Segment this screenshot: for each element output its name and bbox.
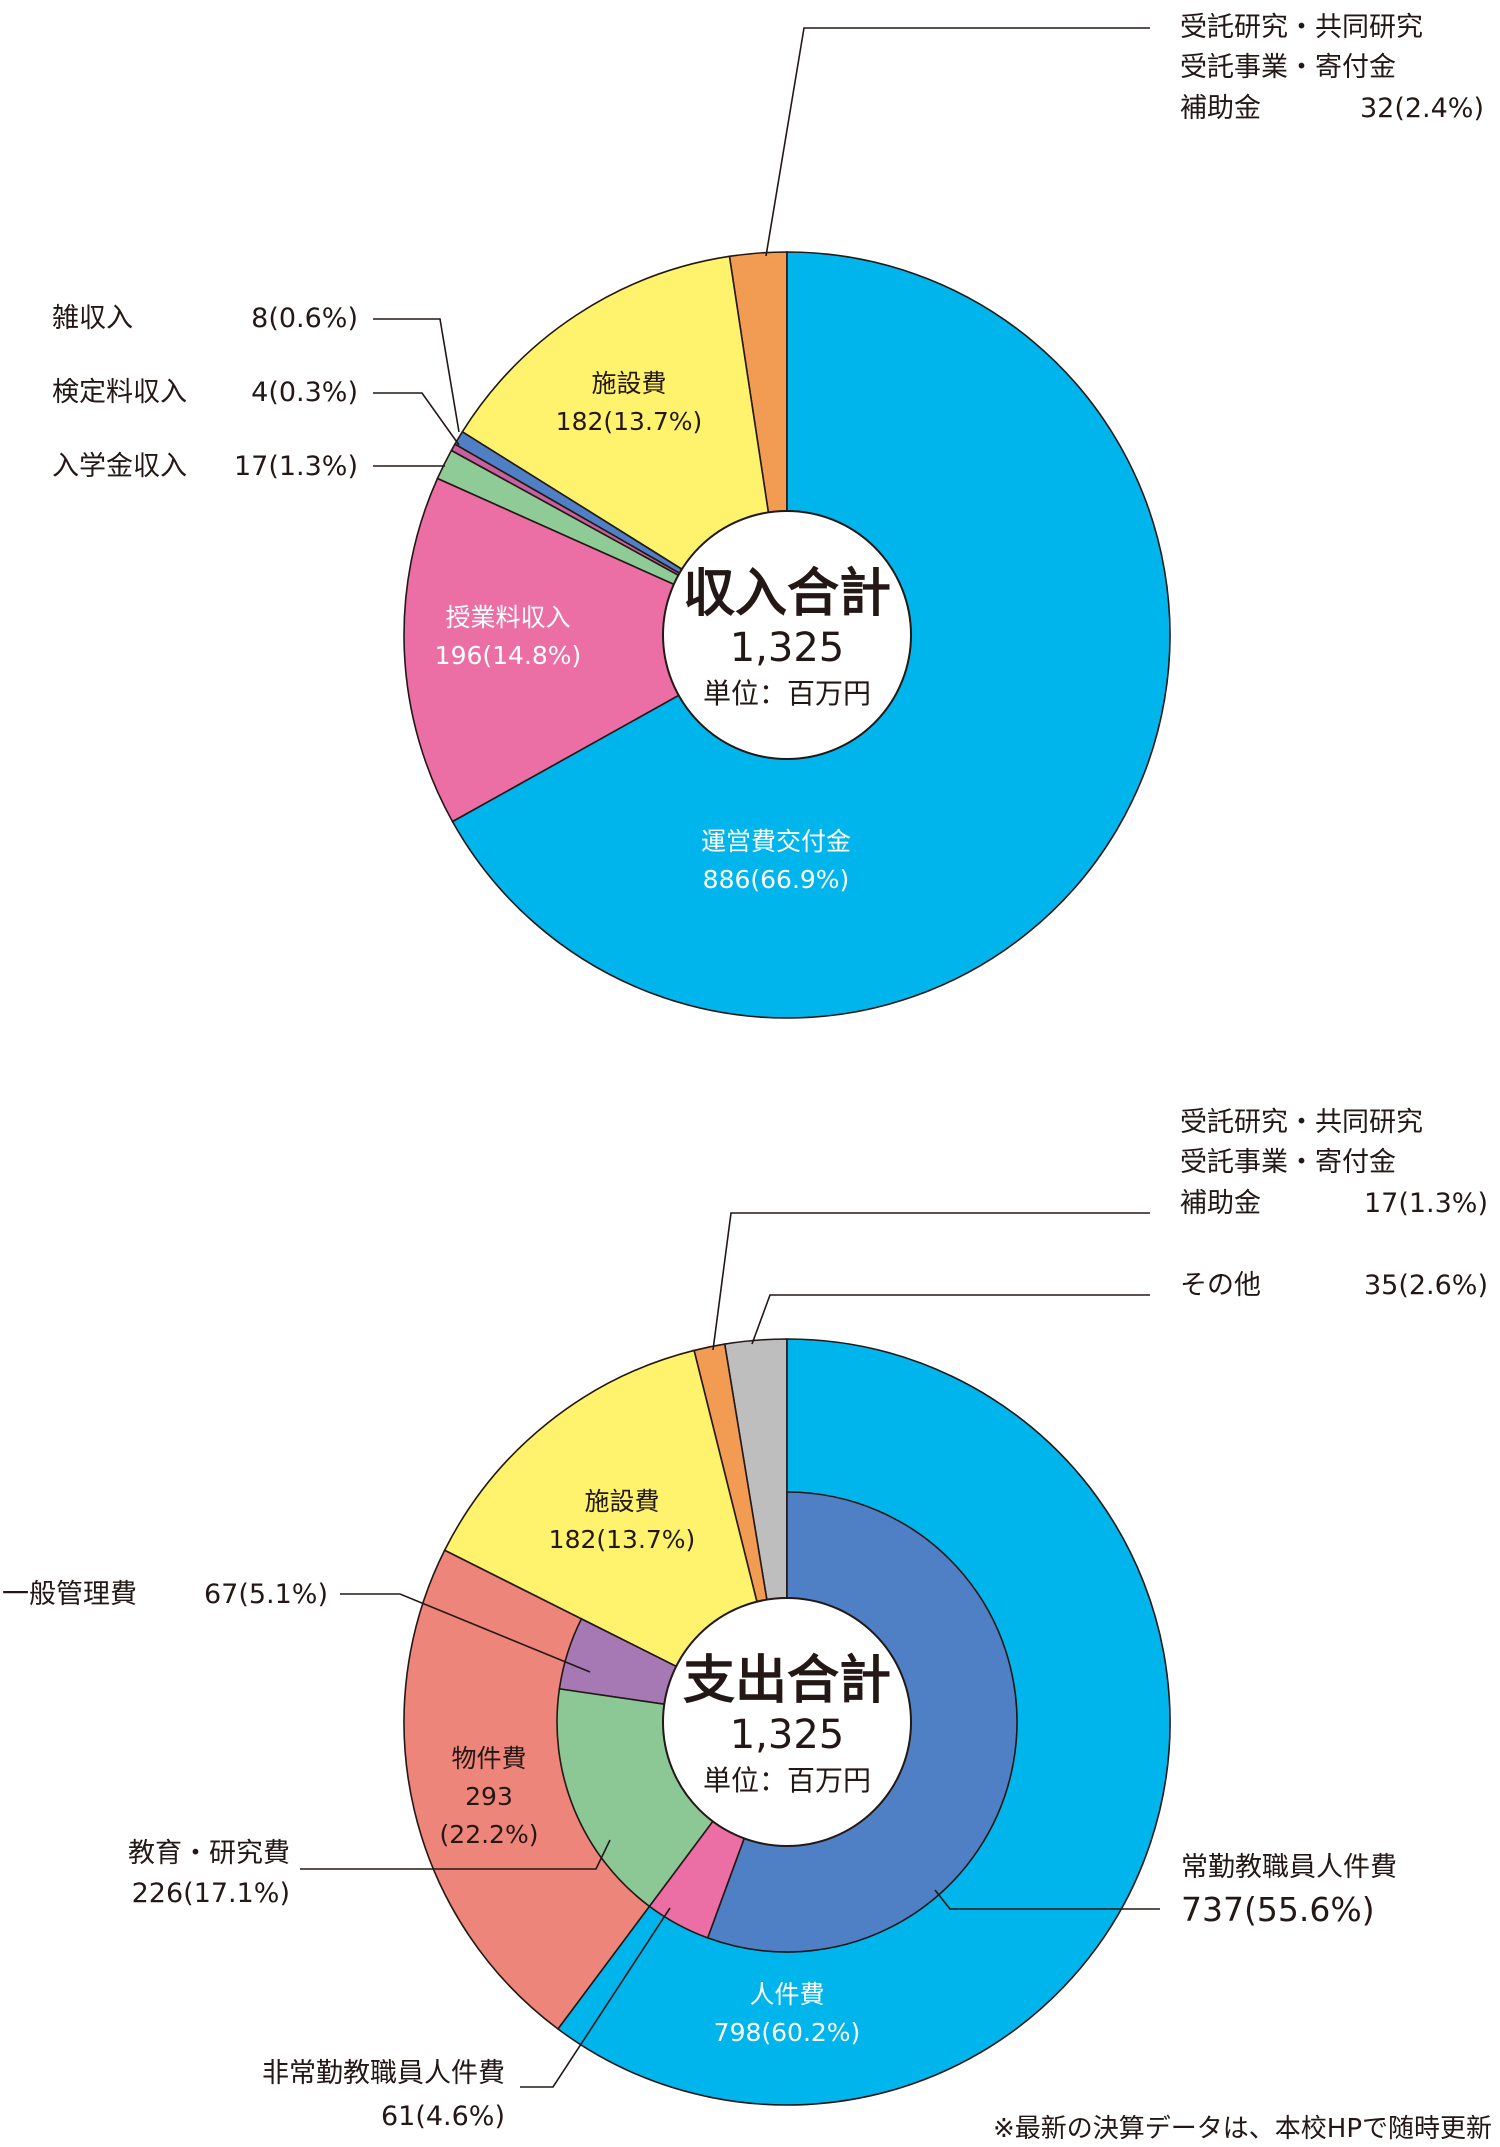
expense-center-total: 1,325 xyxy=(730,1712,845,1758)
label-expense-jinken-value: 798(60.2%) xyxy=(714,2018,861,2047)
expense-pie-chart: 支出合計 1,325 単位：百万円 受託研究・共同研究 受託事業・寄付金 補助金… xyxy=(2,1107,1488,2132)
leader-line-expense-hijoukin xyxy=(520,1907,671,2088)
income-pie-chart: 収入合計 1,325 単位：百万円 受託研究・共同研究 受託事業・寄付金 補助金… xyxy=(52,12,1484,1019)
label-income-shisetsu-name: 施設費 xyxy=(591,369,666,398)
footnote: ※最新の決算データは、本校HPで随時更新 xyxy=(992,2114,1492,2144)
label-expense-jouki-value: 737(55.6%) xyxy=(1181,1890,1375,1929)
label-income-kentei-name: 検定料収入 xyxy=(52,377,187,408)
label-expense-sonota-name: その他 xyxy=(1180,1270,1261,1301)
label-income-shisetsu-value: 182(13.7%) xyxy=(556,407,703,436)
label-income-unei-value: 886(66.9%) xyxy=(703,865,850,894)
label-expense-shisetsu-value: 182(13.7%) xyxy=(549,1525,696,1554)
label-income-nyugaku-value: 17(1.3%) xyxy=(234,451,358,482)
leader-line-income-kentei xyxy=(373,392,460,446)
label-expense-bukken-name: 物件費 xyxy=(451,1744,526,1773)
label-expense-ippan-value: 67(5.1%) xyxy=(204,1579,328,1610)
label-income-nyugaku-name: 入学金収入 xyxy=(52,451,187,482)
label-income-jutaku-line3: 補助金 xyxy=(1180,93,1261,124)
income-center-unit: 単位：百万円 xyxy=(703,677,871,710)
label-expense-ippan-name: 一般管理費 xyxy=(2,1579,137,1610)
expense-center-title: 支出合計 xyxy=(683,1651,891,1711)
leader-line-expense-kyoiku xyxy=(300,1839,611,1870)
income-slice-5 xyxy=(403,477,789,823)
label-income-jutaku-line1: 受託研究・共同研究 xyxy=(1180,12,1423,43)
label-expense-jutaku-line1: 受託研究・共同研究 xyxy=(1180,1107,1423,1138)
label-expense-kyoiku-value: 226(17.1%) xyxy=(132,1878,290,1909)
label-expense-jouki-name: 常勤教職員人件費 xyxy=(1181,1852,1397,1883)
leader-line-expense-sonota xyxy=(751,1294,1150,1345)
label-expense-bukken-percent: (22.2%) xyxy=(440,1820,539,1849)
leader-line-income-jutaku xyxy=(765,27,1150,257)
label-income-zatsu-value: 8(0.6%) xyxy=(251,303,358,334)
label-expense-jinken-name: 人件費 xyxy=(749,1980,824,2009)
expense-leader-lines xyxy=(300,1212,1160,2088)
label-expense-bukken-value: 293 xyxy=(465,1782,513,1811)
income-center-title: 収入合計 xyxy=(683,564,891,624)
leader-line-expense-jutaku xyxy=(712,1212,1150,1351)
expense-center-unit: 単位：百万円 xyxy=(703,1764,871,1797)
label-income-jutaku-line2: 受託事業・寄付金 xyxy=(1180,52,1396,83)
expense-outer-slice-2 xyxy=(443,1349,789,1724)
label-expense-jutaku-value: 17(1.3%) xyxy=(1364,1188,1488,1219)
label-expense-jutaku-line3: 補助金 xyxy=(1180,1188,1261,1219)
leader-line-expense-ippan xyxy=(340,1593,591,1673)
label-income-jugyo-name: 授業料収入 xyxy=(445,603,570,632)
label-expense-shisetsu-name: 施設費 xyxy=(584,1487,659,1516)
label-income-unei-name: 運営費交付金 xyxy=(701,827,851,856)
label-expense-hijoukin-value: 61(4.6%) xyxy=(381,2101,505,2132)
label-income-kentei-value: 4(0.3%) xyxy=(251,377,358,408)
label-income-jugyo-value: 196(14.8%) xyxy=(435,641,582,670)
leader-line-income-zatsu xyxy=(373,318,460,433)
expense-center-hole xyxy=(662,1597,912,1847)
income-leader-lines xyxy=(373,27,1150,467)
leader-line-expense-jouki xyxy=(934,1889,1160,1910)
income-center-total: 1,325 xyxy=(730,625,845,671)
label-expense-kyoiku-name: 教育・研究費 xyxy=(128,1838,290,1869)
label-income-jutaku-value: 32(2.4%) xyxy=(1360,93,1484,124)
label-expense-sonota-value: 35(2.6%) xyxy=(1364,1270,1488,1301)
income-center-hole xyxy=(662,510,912,760)
label-expense-hijoukin-name: 非常勤教職員人件費 xyxy=(262,2058,505,2089)
label-expense-jutaku-line2: 受託事業・寄付金 xyxy=(1180,1147,1396,1178)
label-income-zatsu-name: 雑収入 xyxy=(52,303,133,334)
